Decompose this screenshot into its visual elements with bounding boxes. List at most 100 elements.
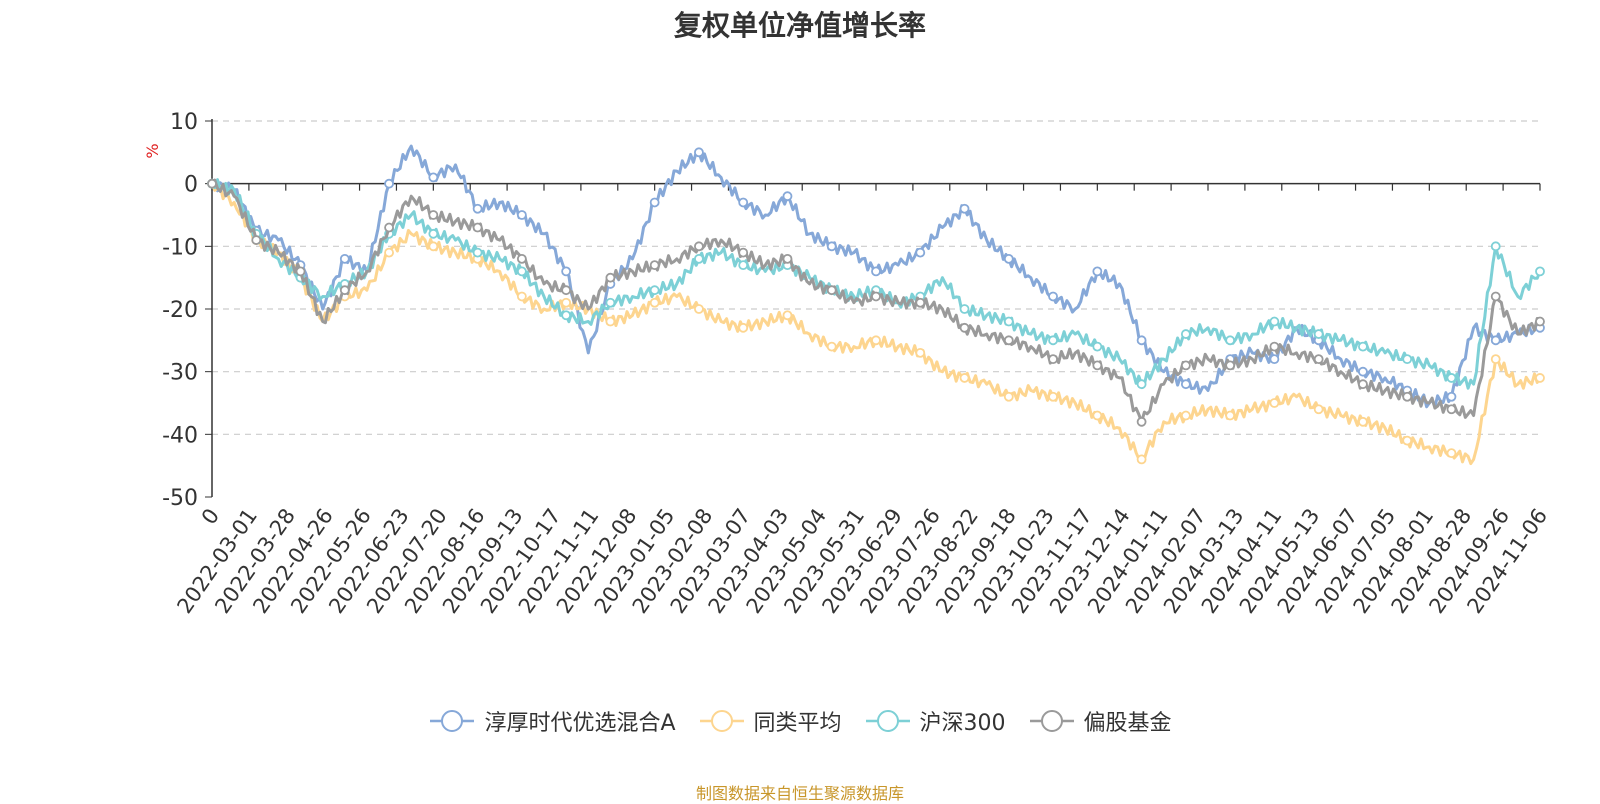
data-point: [1092, 360, 1103, 371]
data-point: [428, 210, 439, 220]
legend-marker-icon: [1029, 710, 1074, 732]
legend-marker-icon: [430, 710, 475, 732]
legend-label: 偏股基金: [1083, 711, 1172, 736]
data-point: [605, 272, 616, 283]
legend-item[interactable]: 淳厚时代优选混合A: [428, 705, 676, 737]
data-point: [738, 247, 749, 258]
data-point: [1180, 360, 1191, 371]
x-tick-label: 0: [197, 504, 224, 529]
data-point: [915, 297, 926, 308]
data-point: [1269, 341, 1280, 352]
data-point: [1490, 354, 1501, 365]
data-point: [339, 253, 350, 264]
data-point: [561, 310, 572, 321]
data-point: [472, 247, 483, 258]
data-point: [1136, 416, 1147, 427]
y-tick-label: -20: [162, 298, 198, 323]
data-point: [915, 247, 926, 258]
data-point: [1225, 410, 1236, 421]
data-point: [959, 373, 970, 383]
data-point: [1003, 316, 1014, 327]
data-point: [915, 347, 926, 358]
data-point: [1313, 354, 1324, 365]
data-point: [959, 322, 970, 333]
data-point: [516, 210, 527, 220]
data-point: [1535, 316, 1545, 327]
data-point: [1092, 266, 1103, 277]
data-point: [1446, 448, 1457, 459]
data-point: [738, 322, 749, 333]
data-point: [561, 266, 572, 277]
data-point: [1269, 398, 1280, 408]
data-point: [605, 316, 616, 327]
y-axis-label: %: [143, 143, 162, 158]
data-point: [782, 310, 793, 321]
data-point: [1269, 354, 1280, 365]
data-point: [1003, 253, 1014, 264]
data-point: [1313, 404, 1324, 415]
data-point: [1358, 366, 1368, 377]
data-point: [472, 222, 483, 233]
data-point: [295, 266, 306, 277]
data-point: [871, 266, 881, 277]
data-point: [1535, 266, 1545, 277]
data-point: [1003, 335, 1014, 346]
series-line: [210, 178, 1542, 390]
data-point: [782, 253, 793, 264]
data-point: [1136, 454, 1147, 465]
data-point: [826, 341, 837, 352]
legend-marker-icon: [699, 710, 744, 732]
data-point: [472, 203, 483, 214]
chart-title: 复权单位净值增长率: [673, 9, 926, 42]
data-point: [1003, 391, 1014, 402]
data-point: [738, 197, 749, 208]
legend: 淳厚时代优选混合A 同类平均 沪深300 偏股基金: [0, 705, 1600, 737]
data-point: [1490, 241, 1501, 252]
data-point: [1402, 354, 1413, 365]
y-tick-label: -10: [162, 235, 198, 260]
data-point: [826, 241, 837, 252]
data-point: [826, 285, 837, 296]
data-point: [1490, 291, 1501, 302]
data-point: [959, 203, 970, 214]
data-point: [516, 266, 527, 277]
data-point: [1092, 341, 1103, 352]
data-point: [1402, 435, 1413, 446]
series-line: [210, 183, 1542, 466]
data-point: [1048, 335, 1058, 346]
data-point: [1313, 329, 1324, 339]
y-tick-label: 10: [170, 110, 198, 135]
legend-item[interactable]: 同类平均: [698, 705, 842, 737]
data-point: [1358, 416, 1368, 427]
data-point: [694, 241, 704, 252]
data-point: [1225, 360, 1236, 371]
data-point: [516, 253, 527, 264]
data-point: [384, 222, 394, 233]
legend-item[interactable]: 偏股基金: [1028, 705, 1172, 737]
data-point: [1402, 391, 1413, 402]
y-tick-label: 0: [184, 173, 198, 198]
legend-label: 同类平均: [753, 711, 842, 736]
data-point: [428, 228, 439, 239]
data-point: [1180, 329, 1191, 339]
data-point: [871, 291, 881, 302]
data-point: [649, 260, 660, 271]
y-tick-label: -50: [162, 486, 198, 511]
data-point: [561, 297, 572, 308]
legend-item[interactable]: 沪深300: [864, 705, 1006, 737]
data-point: [782, 191, 793, 202]
data-point: [1446, 391, 1457, 402]
data-point: [738, 260, 749, 271]
data-point: [1446, 404, 1457, 415]
data-point: [1092, 410, 1103, 421]
data-point: [428, 172, 439, 183]
data-point: [1269, 316, 1280, 327]
data-point: [871, 335, 881, 346]
legend-label: 淳厚时代优选混合A: [484, 711, 676, 736]
data-point: [605, 297, 616, 308]
data-point: [561, 285, 572, 296]
data-point: [959, 304, 970, 314]
data-point: [1358, 341, 1368, 352]
data-point: [428, 241, 439, 252]
